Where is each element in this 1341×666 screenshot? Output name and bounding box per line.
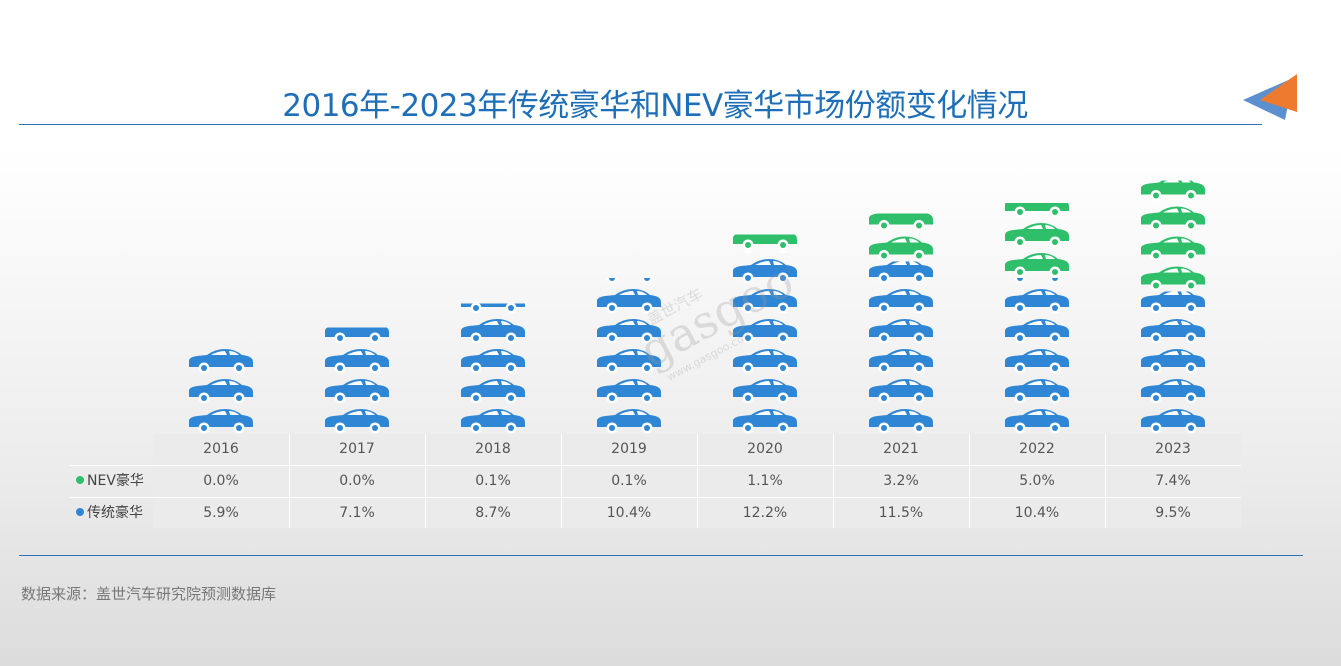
traditional-car-mark <box>597 319 661 344</box>
traditional-car-mark <box>1005 319 1069 344</box>
table-cell-traditional: 8.7% <box>475 505 511 521</box>
traditional-car-mark <box>1005 349 1069 374</box>
table-cell-nev: 0.1% <box>475 473 511 489</box>
table-cell-nev: 7.4% <box>1155 473 1191 489</box>
data-source-note: 数据来源：盖世汽车研究院预测数据库 <box>21 585 277 603</box>
table-column-divider <box>425 434 426 528</box>
row-label-nev: NEV豪华 <box>76 465 144 497</box>
traditional-car-mark <box>869 261 933 284</box>
table-cell-traditional: 12.2% <box>742 505 788 521</box>
table-cell-traditional: 7.1% <box>339 505 375 521</box>
nev-car-mark <box>869 236 933 261</box>
table-header-year: 2019 <box>611 441 647 457</box>
traditional-car-mark <box>461 303 525 314</box>
row-label-nev-text: NEV豪华 <box>87 473 144 489</box>
page-title: 2016年-2023年传统豪华和NEV豪华市场份额变化情况 <box>282 88 1028 124</box>
nev-car-mark <box>472 302 515 303</box>
nev-car-mark <box>1005 253 1069 278</box>
nev-car-mark <box>1005 203 1069 218</box>
traditional-car-mark <box>869 349 933 374</box>
traditional-car-mark <box>743 251 788 254</box>
table-cell-traditional: 11.5% <box>878 505 924 521</box>
table-cell-nev: 5.0% <box>1019 473 1055 489</box>
traditional-car-mark <box>869 409 933 434</box>
nev-car-mark <box>1141 206 1205 231</box>
row-label-traditional-text: 传统豪华 <box>87 505 143 521</box>
nev-car-mark <box>608 276 651 278</box>
traditional-car-mark <box>733 379 797 404</box>
table-cell-traditional: 10.4% <box>1014 505 1060 521</box>
table-cell-traditional: 9.5% <box>1155 505 1191 521</box>
table-column-divider <box>833 434 834 528</box>
traditional-car-mark <box>733 349 797 374</box>
footer-divider <box>19 555 1303 556</box>
table-row-divider <box>70 497 1241 498</box>
nev-car-mark <box>1141 180 1205 201</box>
table-cell-nev: 3.2% <box>883 473 919 489</box>
traditional-car-mark <box>1141 291 1205 314</box>
nev-car-mark <box>1141 236 1205 261</box>
table-cell-nev: 0.1% <box>611 473 647 489</box>
traditional-car-mark <box>189 349 253 374</box>
nev-car-mark <box>1141 266 1205 291</box>
table-header-year: 2020 <box>747 441 783 457</box>
table-header-year: 2021 <box>883 441 919 457</box>
title-divider <box>19 124 1262 125</box>
table-cell-traditional: 5.9% <box>203 505 239 521</box>
traditional-car-mark <box>461 409 525 434</box>
traditional-car-mark <box>189 379 253 404</box>
traditional-car-mark <box>325 327 389 344</box>
traditional-car-mark <box>1005 409 1069 434</box>
table-column-divider <box>561 434 562 528</box>
traditional-car-mark <box>597 379 661 404</box>
traditional-car-mark <box>1005 379 1069 404</box>
back-arrow-icon[interactable] <box>1240 70 1300 126</box>
traditional-car-mark <box>869 289 933 314</box>
table-column-divider <box>289 434 290 528</box>
traditional-car-mark <box>733 319 797 344</box>
traditional-car-mark <box>597 409 661 434</box>
traditional-car-mark <box>325 349 389 374</box>
table-header-year: 2016 <box>203 441 239 457</box>
traditional-car-mark <box>869 379 933 404</box>
traditional-car-mark <box>461 349 525 374</box>
traditional-car-mark <box>1014 278 1061 284</box>
table-column-divider <box>969 434 970 528</box>
traditional-car-mark <box>597 289 661 314</box>
table-cell-nev: 0.0% <box>339 473 375 489</box>
traditional-car-mark <box>606 278 653 284</box>
traditional-car-mark <box>1141 379 1205 404</box>
table-header-year: 2023 <box>1155 441 1191 457</box>
traditional-legend-car-icon <box>76 508 84 516</box>
traditional-car-mark <box>189 409 253 434</box>
table-cell-nev: 1.1% <box>747 473 783 489</box>
nev-car-mark <box>733 234 797 251</box>
traditional-car-mark <box>1141 409 1205 434</box>
traditional-car-mark <box>733 289 797 314</box>
table-cell-nev: 0.0% <box>203 473 239 489</box>
table-header-year: 2017 <box>339 441 375 457</box>
traditional-car-mark <box>869 319 933 344</box>
table-header-year: 2018 <box>475 441 511 457</box>
table-column-divider <box>697 434 698 528</box>
traditional-car-mark <box>733 259 797 284</box>
table-header-year: 2022 <box>1019 441 1055 457</box>
traditional-car-mark <box>461 379 525 404</box>
traditional-car-mark <box>325 379 389 404</box>
row-label-traditional: 传统豪华 <box>76 497 143 529</box>
table-cell-traditional: 10.4% <box>606 505 652 521</box>
traditional-car-mark <box>733 409 797 434</box>
traditional-car-mark <box>1141 349 1205 374</box>
table-column-divider <box>1105 434 1106 528</box>
nev-car-mark <box>869 213 933 231</box>
nev-legend-car-icon <box>76 476 84 484</box>
traditional-car-mark <box>1005 289 1069 314</box>
traditional-car-mark <box>597 349 661 374</box>
traditional-car-mark <box>1141 319 1205 344</box>
table-row-divider <box>70 465 1241 466</box>
traditional-car-mark <box>461 319 525 344</box>
traditional-car-mark <box>325 409 389 434</box>
nev-car-mark <box>1005 223 1069 248</box>
